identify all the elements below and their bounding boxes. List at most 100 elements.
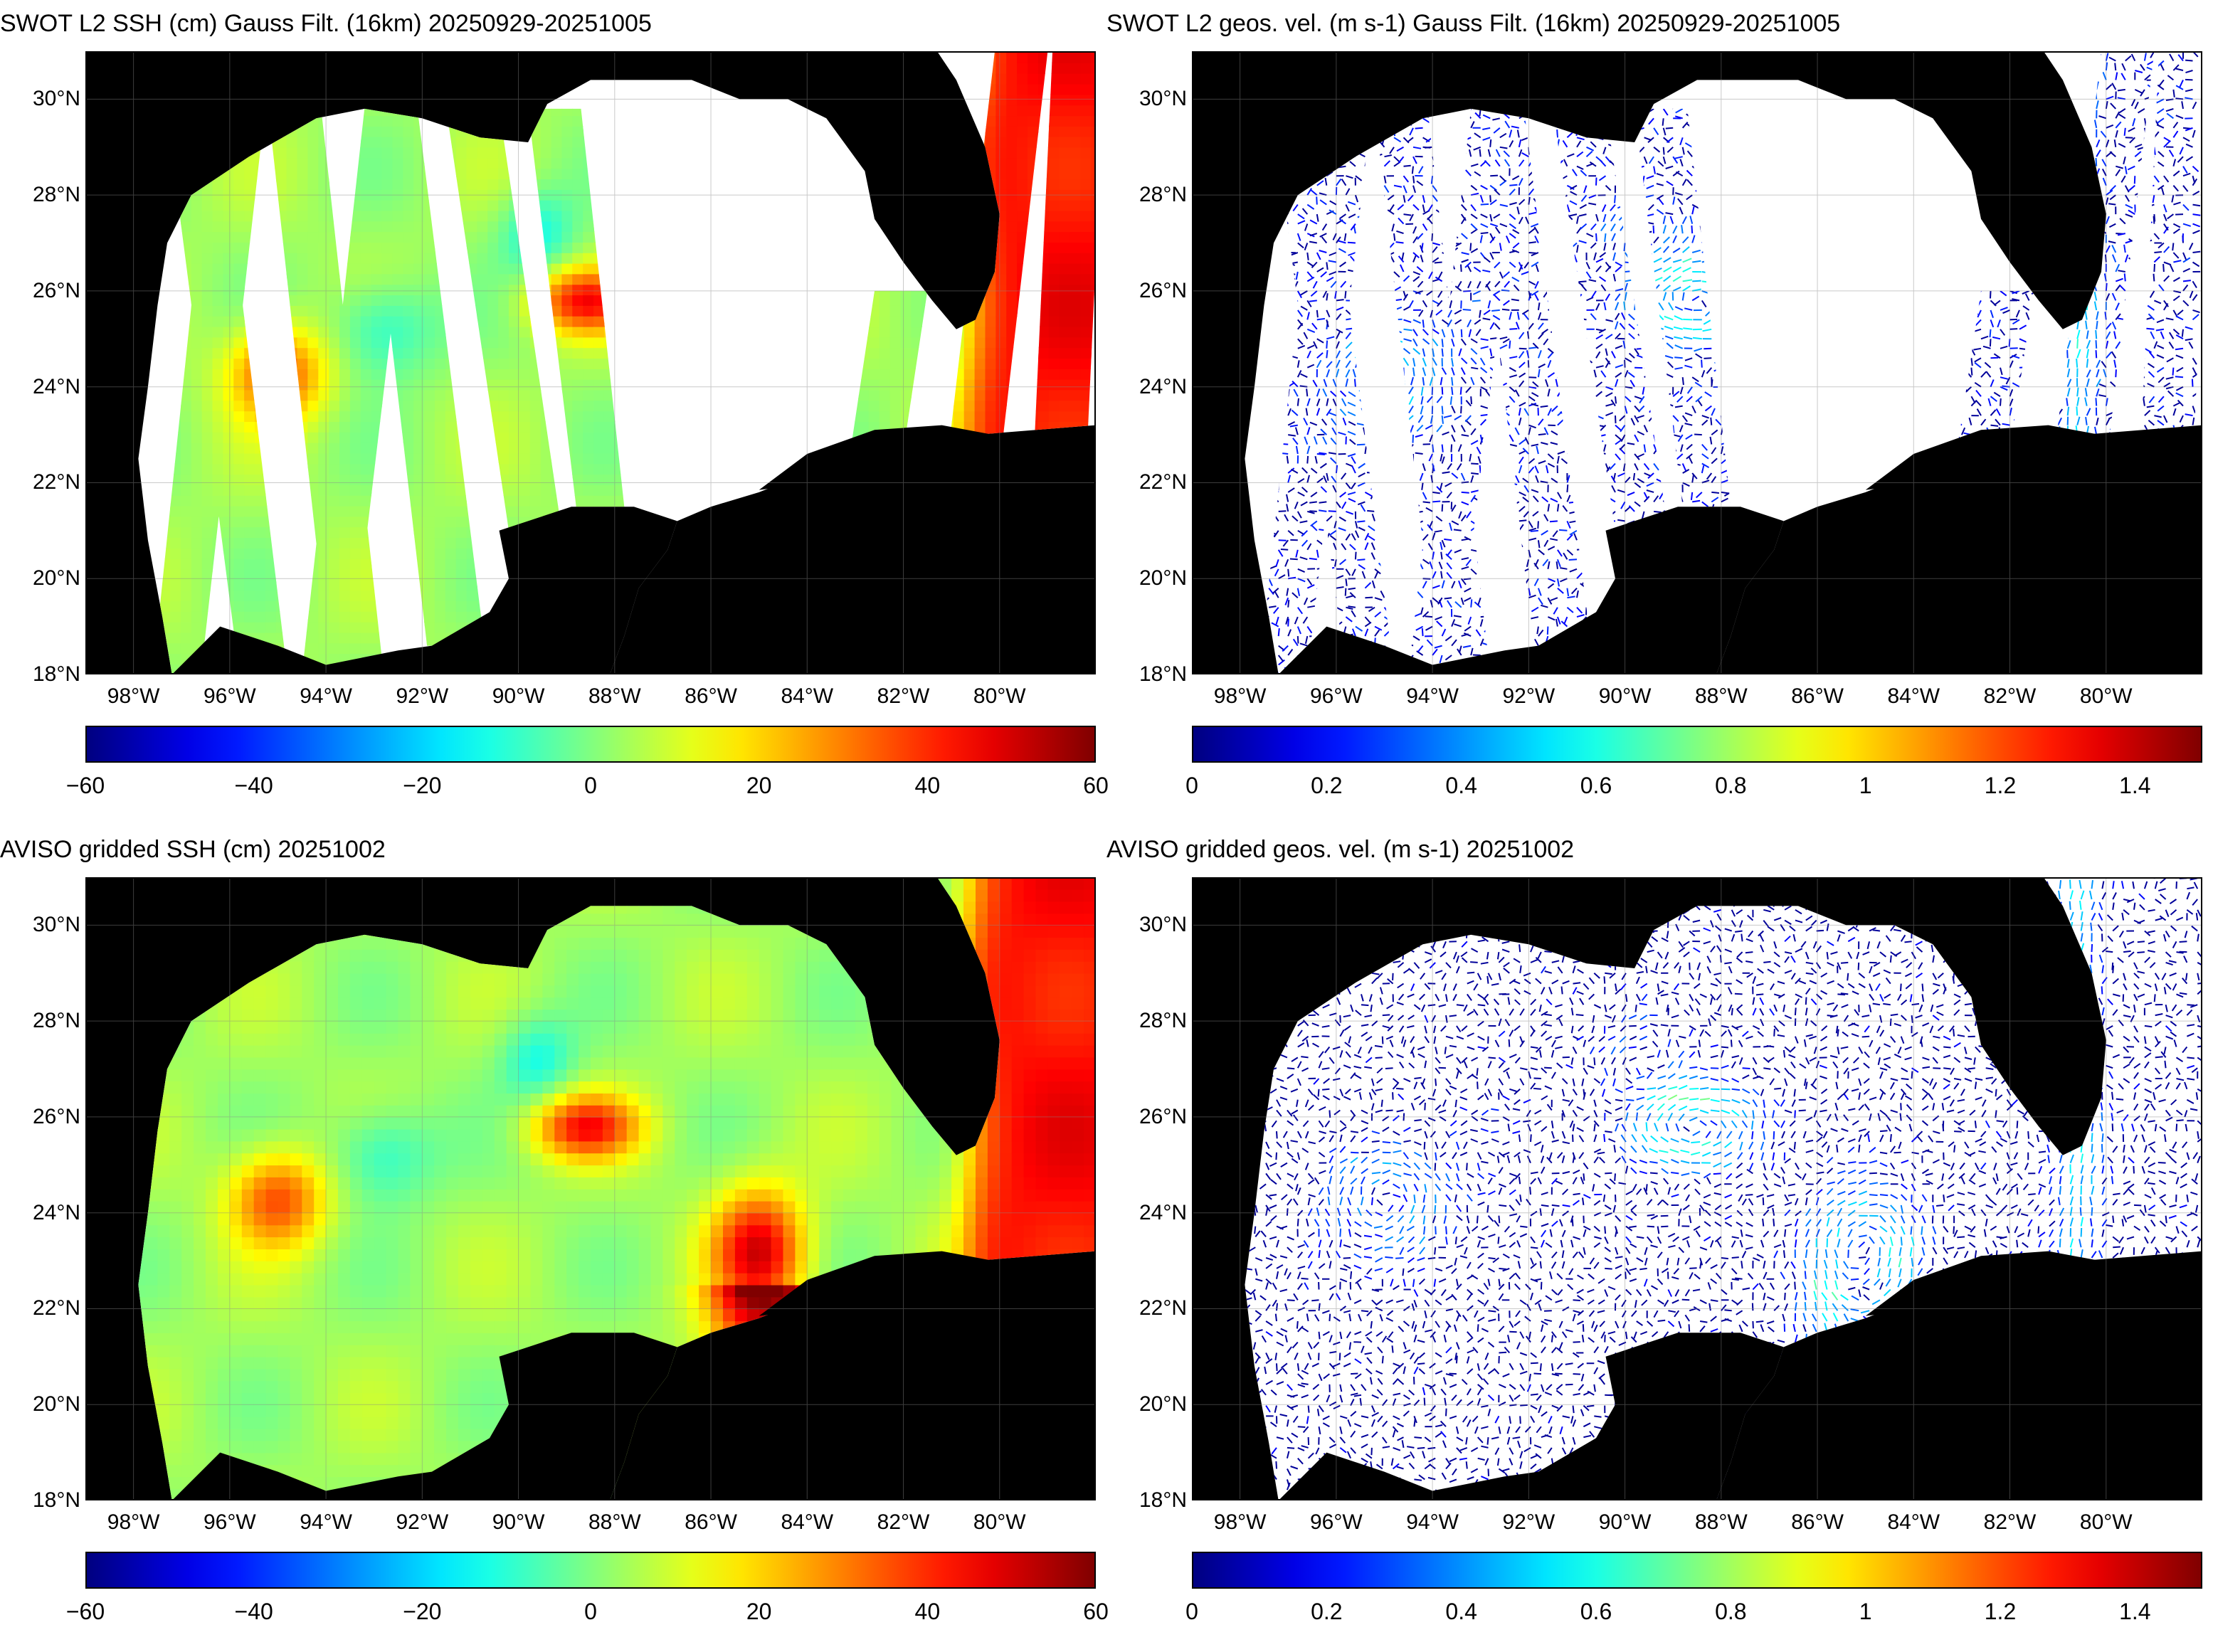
lon-tick-label: 98°W: [1198, 684, 1283, 709]
lat-tick-label: 22°N: [1112, 1296, 1187, 1320]
lat-tick-label: 26°N: [1112, 1105, 1187, 1129]
lon-tick-label: 82°W: [1968, 1510, 2053, 1535]
lat-tick-label: 20°N: [6, 566, 80, 591]
lat-tick-label: 26°N: [6, 279, 80, 303]
lat-tick-label: 30°N: [6, 913, 80, 937]
colorbar-tick-label: 1: [1823, 773, 1908, 799]
lon-tick-label: 86°W: [668, 684, 754, 709]
colorbar: [1192, 1552, 2202, 1589]
cuba-landmass: [759, 1251, 1096, 1352]
lon-tick-label: 86°W: [1775, 684, 1860, 709]
lon-tick-label: 88°W: [1679, 684, 1764, 709]
colorbar-tick-label: 0.2: [1284, 773, 1369, 799]
map-plot: [1192, 877, 2202, 1500]
lon-tick-label: 84°W: [764, 1510, 850, 1535]
colorbar-tick-label: 0.8: [1688, 1599, 1773, 1625]
colorbar-tick-label: −60: [43, 1599, 128, 1625]
panel-title: AVISO gridded SSH (cm) 20251002: [0, 836, 1106, 864]
lat-tick-label: 30°N: [1112, 87, 1187, 111]
yucatan-landmass: [1278, 507, 1784, 674]
colorbar: [85, 726, 1096, 763]
colorbar-tick-label: 0.6: [1553, 1599, 1639, 1625]
lon-tick-label: 80°W: [957, 1510, 1042, 1535]
colorbar-tick-label: −40: [211, 773, 297, 799]
colorbar-tick-label: −60: [43, 773, 128, 799]
colorbar-tick-label: 0: [1149, 1599, 1235, 1625]
colorbar-tick-label: 0.4: [1419, 1599, 1504, 1625]
colorbar-tick-label: 20: [717, 773, 802, 799]
panel-swot-ssh: SWOT L2 SSH (cm) Gauss Filt. (16km) 2025…: [0, 0, 1109, 826]
map-plot: [85, 51, 1096, 674]
lon-tick-label: 92°W: [379, 1510, 465, 1535]
colorbar-tick-label: 1: [1823, 1599, 1908, 1625]
colorbar-tick-label: 1.4: [2092, 1599, 2177, 1625]
lon-tick-label: 92°W: [1486, 684, 1571, 709]
colorbar-tick-label: 0: [548, 773, 633, 799]
panel-aviso-vel: AVISO gridded geos. vel. (m s-1) 2025100…: [1106, 826, 2213, 1652]
colorbar-tick-label: 0: [1149, 773, 1235, 799]
colorbar-tick-label: −40: [211, 1599, 297, 1625]
panel-title: SWOT L2 SSH (cm) Gauss Filt. (16km) 2025…: [0, 10, 1106, 38]
lon-tick-label: 90°W: [1583, 1510, 1668, 1535]
lon-tick-label: 86°W: [1775, 1510, 1860, 1535]
lon-tick-label: 80°W: [2064, 684, 2149, 709]
colorbar-tick-label: 0.4: [1419, 773, 1504, 799]
colorbar-tick-label: 0.8: [1688, 773, 1773, 799]
lon-tick-label: 94°W: [1390, 1510, 1475, 1535]
colorbar: [1192, 726, 2202, 763]
colorbar-tick-label: 0.2: [1284, 1599, 1369, 1625]
lon-tick-label: 88°W: [572, 1510, 657, 1535]
lon-tick-label: 84°W: [764, 684, 850, 709]
panel-title: SWOT L2 geos. vel. (m s-1) Gauss Filt. (…: [1106, 10, 2213, 38]
lon-tick-label: 84°W: [1871, 684, 1956, 709]
lat-tick-label: 26°N: [6, 1105, 80, 1129]
lon-tick-label: 80°W: [957, 684, 1042, 709]
lon-tick-label: 94°W: [283, 684, 369, 709]
lon-tick-label: 96°W: [187, 1510, 273, 1535]
yucatan-landmass: [1278, 1333, 1784, 1500]
lat-tick-label: 20°N: [1112, 1392, 1187, 1417]
colorbar: [85, 1552, 1096, 1589]
lat-tick-label: 18°N: [1112, 1488, 1187, 1513]
lat-tick-label: 20°N: [1112, 566, 1187, 591]
colorbar-tick-label: 1.2: [1958, 773, 2043, 799]
cuba-landmass: [1865, 425, 2202, 526]
lon-tick-label: 82°W: [1968, 684, 2053, 709]
lon-tick-label: 92°W: [379, 684, 465, 709]
lon-tick-label: 88°W: [572, 684, 657, 709]
map-plot: [85, 877, 1096, 1500]
lon-tick-label: 98°W: [91, 1510, 176, 1535]
lon-tick-label: 96°W: [1294, 1510, 1379, 1535]
lon-tick-label: 96°W: [187, 684, 273, 709]
colorbar-tick-label: 40: [884, 773, 970, 799]
lat-tick-label: 30°N: [6, 87, 80, 111]
lat-tick-label: 22°N: [1112, 470, 1187, 494]
lon-tick-label: 82°W: [861, 1510, 946, 1535]
lat-tick-label: 18°N: [6, 662, 80, 687]
colorbar-tick-label: 60: [1053, 1599, 1139, 1625]
yucatan-landmass: [171, 1333, 677, 1500]
lat-tick-label: 18°N: [1112, 662, 1187, 687]
colorbar-tick-label: −20: [379, 773, 465, 799]
lat-tick-label: 18°N: [6, 1488, 80, 1513]
cuba-landmass: [1865, 1251, 2202, 1352]
lon-tick-label: 94°W: [283, 1510, 369, 1535]
map-plot: [1192, 51, 2202, 674]
lat-tick-label: 24°N: [6, 375, 80, 399]
lon-tick-label: 90°W: [476, 1510, 561, 1535]
lon-tick-label: 96°W: [1294, 684, 1379, 709]
lon-tick-label: 90°W: [1583, 684, 1668, 709]
lat-tick-label: 24°N: [6, 1201, 80, 1225]
lon-tick-label: 90°W: [476, 684, 561, 709]
colorbar-tick-label: 0: [548, 1599, 633, 1625]
colorbar-tick-label: 40: [884, 1599, 970, 1625]
panel-swot-vel: SWOT L2 geos. vel. (m s-1) Gauss Filt. (…: [1106, 0, 2213, 826]
lon-tick-label: 98°W: [1198, 1510, 1283, 1535]
lon-tick-label: 98°W: [91, 684, 176, 709]
lon-tick-label: 80°W: [2064, 1510, 2149, 1535]
lat-tick-label: 22°N: [6, 470, 80, 494]
colorbar-tick-label: 1.2: [1958, 1599, 2043, 1625]
panel-aviso-ssh: AVISO gridded SSH (cm) 20251002 18°N 20°N 2…: [0, 826, 1109, 1652]
lat-tick-label: 30°N: [1112, 913, 1187, 937]
lat-tick-label: 22°N: [6, 1296, 80, 1320]
